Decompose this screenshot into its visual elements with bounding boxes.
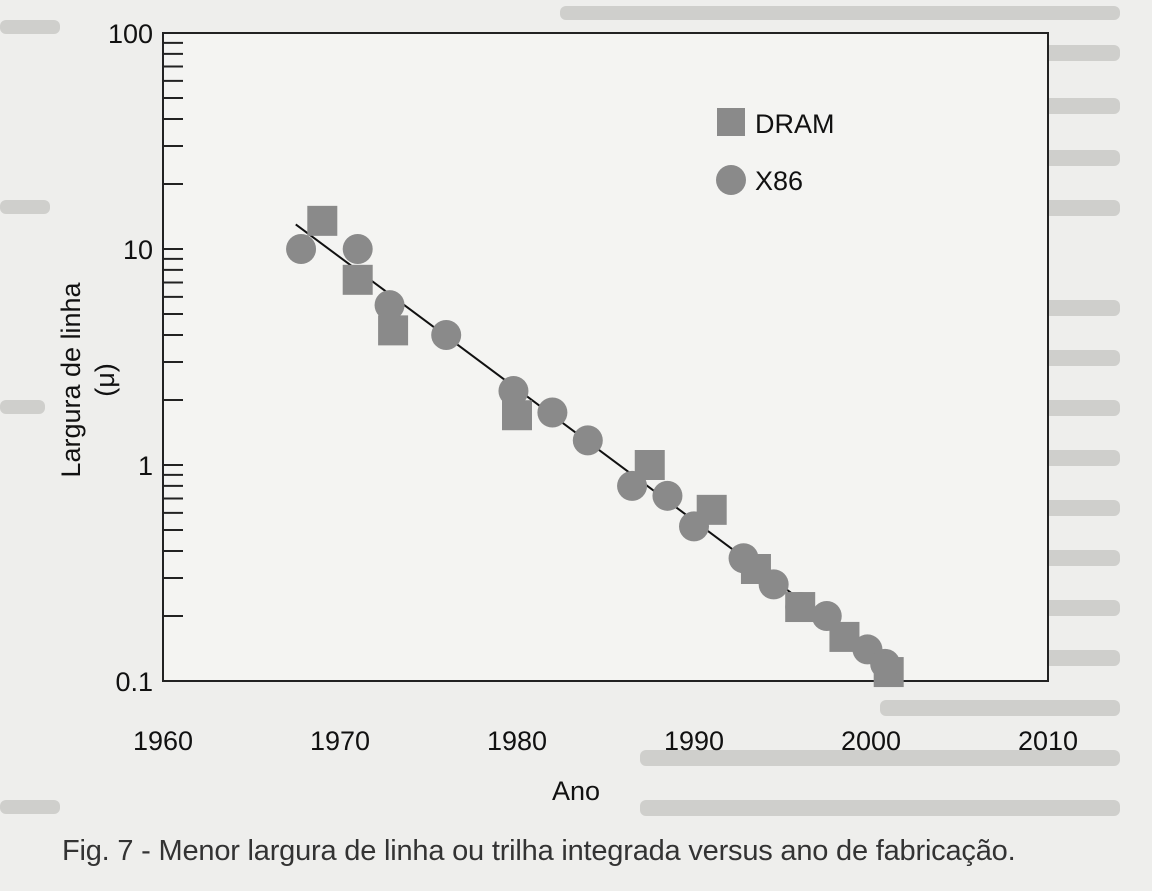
y-tick-labels: 0.1 1 10 100 — [108, 19, 153, 697]
dram-point — [307, 205, 338, 236]
y-tick-label: 10 — [123, 235, 153, 265]
legend-x86-label: X86 — [755, 166, 803, 196]
x86-point — [537, 397, 568, 428]
x-tick-label: 1960 — [133, 726, 193, 756]
x86-point — [758, 569, 789, 600]
x86-point — [286, 234, 317, 264]
x86-point — [572, 425, 603, 456]
y-minor-ticks — [163, 41, 183, 682]
x86-point — [342, 234, 373, 264]
x86-point — [728, 543, 759, 574]
x86-point — [498, 376, 529, 407]
x-axis-title: Ano — [552, 776, 600, 806]
dram-point — [378, 315, 409, 346]
x86-point — [431, 319, 462, 350]
legend-dram-label: DRAM — [755, 109, 835, 139]
y-tick-label: 1 — [138, 451, 153, 481]
plot-frame — [162, 32, 1049, 682]
x-tick-labels: 1960 1970 1980 1990 2000 2010 — [133, 726, 1078, 756]
x-tick-label: 2000 — [841, 726, 901, 756]
x-tick-label: 1970 — [310, 726, 370, 756]
x-tick-label: 1980 — [487, 726, 547, 756]
y-tick-label: 0.1 — [115, 667, 153, 697]
x86-point — [811, 600, 842, 631]
x86-point — [870, 648, 901, 679]
x-tick-label: 1990 — [664, 726, 724, 756]
figure-caption: Fig. 7 - Menor largura de linha ou trilh… — [62, 835, 1016, 867]
y-axis-title: Largura de linha — [56, 281, 86, 477]
y-tick-label: 100 — [108, 19, 153, 49]
legend-x86-marker — [716, 165, 746, 195]
x86-point — [679, 511, 709, 542]
dram-point — [342, 264, 373, 295]
legend: DRAM X86 — [716, 108, 835, 196]
x86-point — [374, 290, 405, 321]
x86-point — [617, 470, 648, 501]
plot-background — [163, 33, 1048, 681]
x86-point — [652, 480, 683, 511]
legend-dram-marker — [717, 108, 745, 136]
x-tick-label: 2010 — [1018, 726, 1078, 756]
x86-point — [785, 592, 816, 623]
y-axis-unit: (μ) — [90, 363, 120, 397]
data-points — [286, 205, 904, 688]
